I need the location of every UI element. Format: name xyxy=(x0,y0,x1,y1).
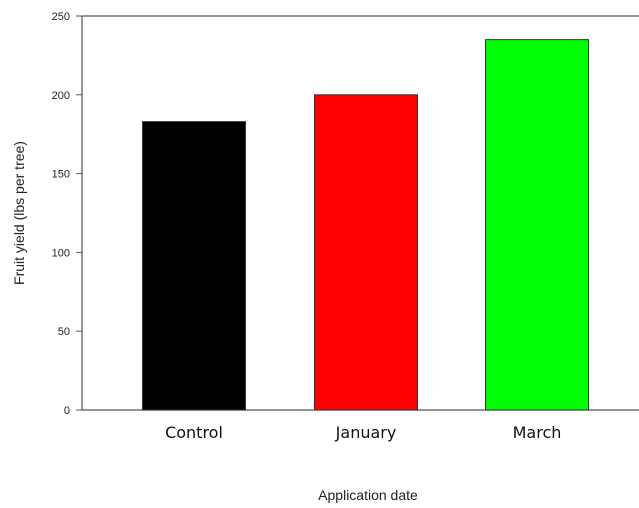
bar-march xyxy=(485,39,589,411)
x-axis-tick-labels: Control January March xyxy=(165,423,561,442)
y-axis-title: Fruit yield (lbs per tree) xyxy=(11,141,27,285)
x-tick-label: Control xyxy=(165,423,223,442)
y-tick-label: 150 xyxy=(52,169,70,181)
x-tick-label: March xyxy=(513,423,562,442)
bar-control xyxy=(142,121,246,411)
bars xyxy=(142,39,589,411)
y-tick-label: 250 xyxy=(52,11,70,23)
y-tick-label: 0 xyxy=(64,405,70,417)
bar-january xyxy=(314,94,418,411)
x-axis-title: Application date xyxy=(318,487,418,503)
x-tick-label: January xyxy=(335,423,397,442)
y-tick-label: 200 xyxy=(52,90,70,102)
y-tick-label: 100 xyxy=(52,247,70,259)
y-tick-label: 50 xyxy=(58,326,70,338)
y-axis-ticks: 0 50 100 150 200 250 xyxy=(52,11,82,417)
